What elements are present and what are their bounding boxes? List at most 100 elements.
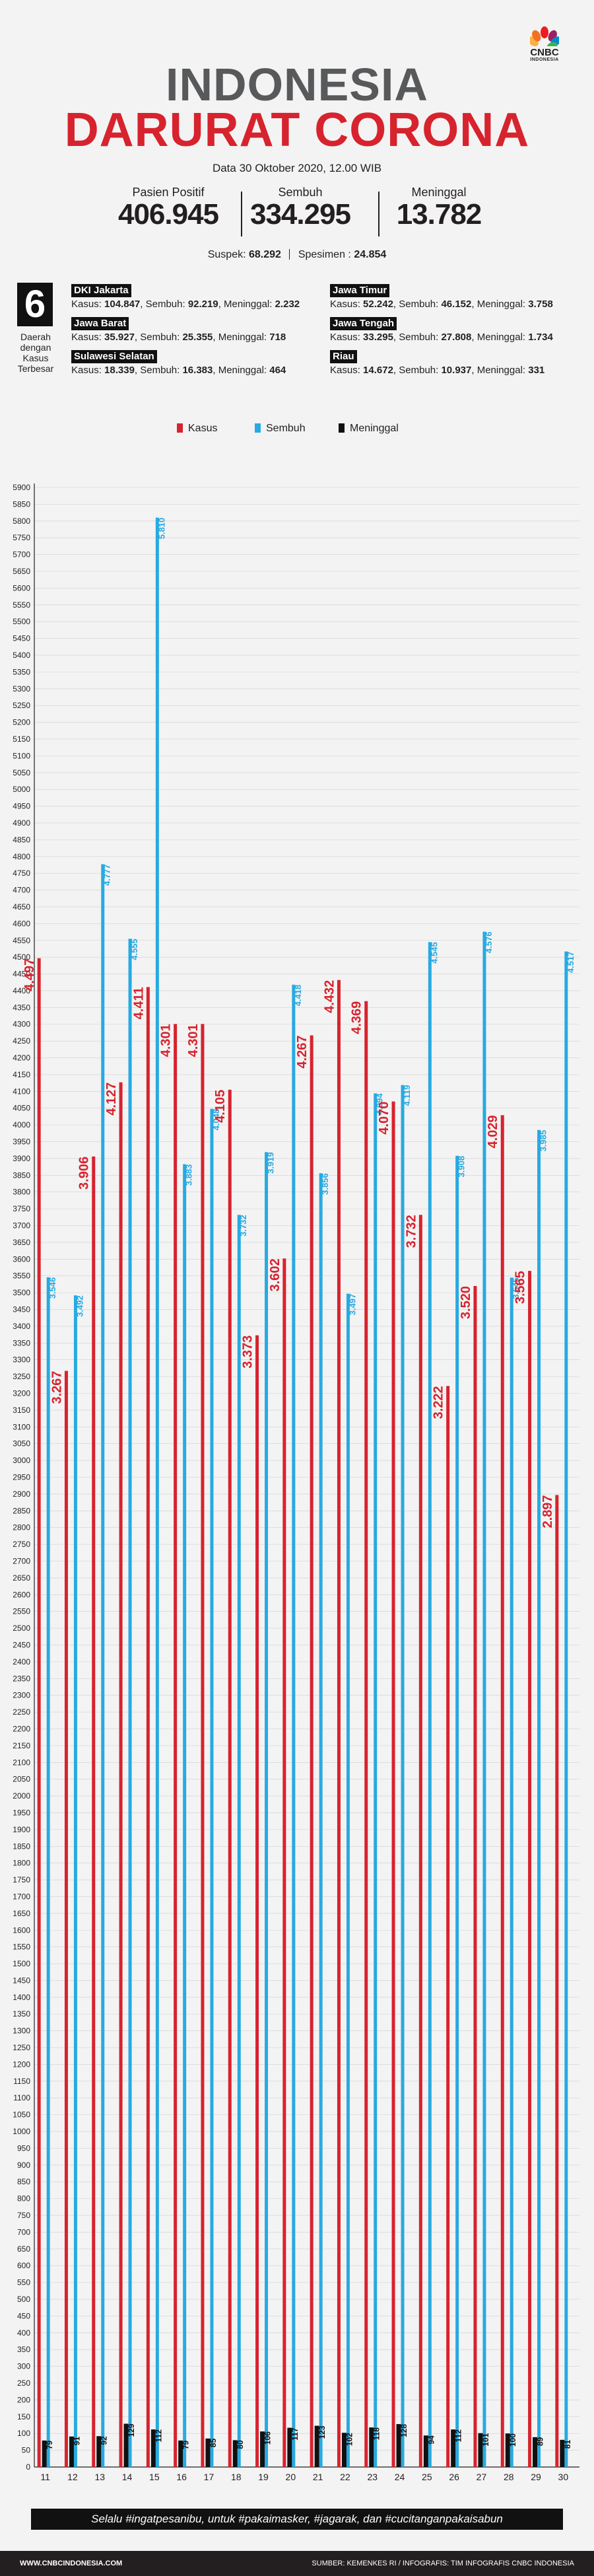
x-tick-label: 20 — [286, 2472, 296, 2482]
region-name: Jawa Tengah — [330, 317, 397, 330]
y-tick-label: 0 — [26, 2462, 30, 2472]
y-tick-label: 1900 — [13, 1825, 30, 1834]
data-label-meninggal: 117 — [290, 2427, 300, 2441]
data-date: Data 30 Oktober 2020, 12.00 WIB — [212, 162, 382, 174]
bar-sembuh — [455, 1155, 459, 2467]
bar-kasus — [64, 1371, 68, 2467]
region-stats: Kasus: 35.927, Sembuh: 25.355, Meninggal… — [71, 332, 286, 343]
y-tick-label: 4500 — [13, 952, 30, 962]
data-label-meninggal: 85 — [209, 2439, 218, 2448]
y-tick-label: 4300 — [13, 1020, 30, 1029]
data-label-sembuh: 3.732 — [238, 1215, 248, 1236]
data-label-kasus: 3.906 — [77, 1157, 92, 1190]
bar-sembuh — [101, 864, 105, 2468]
y-tick-label: 3550 — [13, 1271, 30, 1281]
y-tick-label: 950 — [17, 2143, 30, 2153]
bar-meninggal — [150, 2429, 156, 2467]
legend-swatch — [339, 423, 345, 433]
data-label-meninggal: 128 — [399, 2424, 409, 2437]
data-label-kasus: 4.301 — [186, 1024, 201, 1057]
x-tick-label: 13 — [94, 2472, 105, 2482]
y-tick-label: 4050 — [13, 1104, 30, 1113]
divider — [378, 192, 380, 236]
bar-meninggal — [314, 2425, 319, 2467]
y-tick-label: 1050 — [13, 2110, 30, 2120]
bar-sembuh — [46, 1277, 50, 2467]
bar-meninggal — [287, 2427, 292, 2467]
secondary-stats: Suspek: 68.292 Spesimen : 24.854 — [0, 249, 594, 261]
y-tick-label: 3400 — [13, 1322, 30, 1331]
legend-item: Meninggal — [339, 423, 399, 435]
data-label-sembuh: 4.576 — [484, 932, 494, 954]
data-label-sembuh: 4.119 — [402, 1085, 412, 1106]
x-tick-label: 29 — [531, 2472, 541, 2482]
bar-kasus — [228, 1089, 232, 2467]
y-tick-label: 1000 — [13, 2127, 30, 2136]
bar-meninggal — [533, 2437, 538, 2467]
y-tick-label: 2100 — [13, 1758, 30, 1767]
y-tick-label: 2250 — [13, 1707, 30, 1717]
y-tick-label: 4650 — [13, 902, 30, 912]
y-tick-label: 350 — [17, 2345, 30, 2354]
data-label-sembuh: 4.517 — [566, 952, 576, 974]
title-line-2: DARURAT CORONA — [64, 104, 530, 157]
y-tick-label: 5050 — [13, 768, 30, 777]
y-tick-label: 2500 — [13, 1624, 30, 1633]
y-tick-label: 3450 — [13, 1305, 30, 1314]
suspek-value: 68.292 — [248, 249, 281, 260]
data-label-sembuh: 4.777 — [102, 864, 112, 886]
data-label-kasus: 4.432 — [322, 980, 337, 1013]
website-link[interactable]: WWW.CNBCINDONESIA.COM — [20, 2559, 123, 2567]
region-stats: Kasus: 104.847, Sembuh: 92.219, Meningga… — [71, 299, 300, 310]
y-tick-label: 4100 — [13, 1087, 30, 1096]
stat-value: 406.945 — [117, 198, 219, 231]
y-tick-label: 5650 — [13, 567, 30, 576]
y-tick-label: 5000 — [13, 785, 30, 794]
y-tick-label: 2850 — [13, 1506, 30, 1515]
data-label-meninggal: 79 — [45, 2441, 54, 2450]
y-tick-label: 1700 — [13, 1892, 30, 1901]
y-tick-label: 4150 — [13, 1070, 30, 1079]
data-label-meninggal: 123 — [317, 2425, 327, 2439]
peacock-icon — [530, 26, 559, 46]
y-tick-label: 3350 — [13, 1338, 30, 1347]
data-label-meninggal: 81 — [563, 2440, 572, 2449]
y-tick-label: 150 — [17, 2412, 30, 2421]
x-tick-label: 22 — [340, 2472, 350, 2482]
y-tick-label: 3900 — [13, 1154, 30, 1163]
y-tick-label: 4900 — [13, 818, 30, 828]
y-tick-label: 3050 — [13, 1439, 30, 1449]
bar-kasus — [146, 987, 150, 2467]
y-tick-label: 100 — [17, 2429, 30, 2438]
bottom-bar: WWW.CNBCINDONESIA.COM SUMBER: KEMENKES R… — [0, 2551, 594, 2576]
y-tick-label: 5300 — [13, 684, 30, 694]
data-label-sembuh: 4.545 — [429, 942, 439, 964]
divider — [241, 192, 242, 236]
divider — [289, 249, 290, 260]
stat-meninggal: Meninggal 13.782 — [383, 185, 495, 230]
y-tick-label: 4250 — [13, 1036, 30, 1046]
y-tick-label: 1950 — [13, 1808, 30, 1817]
bar-meninggal — [96, 2436, 102, 2467]
data-label-meninggal: 91 — [72, 2436, 81, 2445]
slogan-band: Selalu #ingatpesanibu, untuk #pakaimaske… — [31, 2509, 563, 2530]
y-tick-label: 300 — [17, 2362, 30, 2371]
y-tick-label: 4750 — [13, 869, 30, 878]
y-tick-label: 2900 — [13, 1489, 30, 1499]
data-label-meninggal: 79 — [182, 2441, 191, 2450]
data-label-kasus: 4.127 — [104, 1083, 119, 1116]
y-tick-label: 5400 — [13, 651, 30, 660]
y-tick-label: 5250 — [13, 701, 30, 710]
bar-meninggal — [232, 2440, 238, 2467]
y-tick-label: 4950 — [13, 802, 30, 811]
data-label-kasus: 4.105 — [213, 1090, 228, 1123]
legend-label: Sembuh — [266, 423, 306, 434]
data-label-meninggal: 129 — [127, 2423, 136, 2437]
legend-swatch — [255, 423, 261, 433]
y-tick-label: 5700 — [13, 550, 30, 559]
y-tick-label: 700 — [17, 2227, 30, 2236]
title-line-1: INDONESIA — [166, 59, 428, 110]
y-tick-label: 3100 — [13, 1422, 30, 1431]
y-tick-label: 4700 — [13, 886, 30, 895]
data-label-kasus: 3.373 — [241, 1336, 255, 1369]
